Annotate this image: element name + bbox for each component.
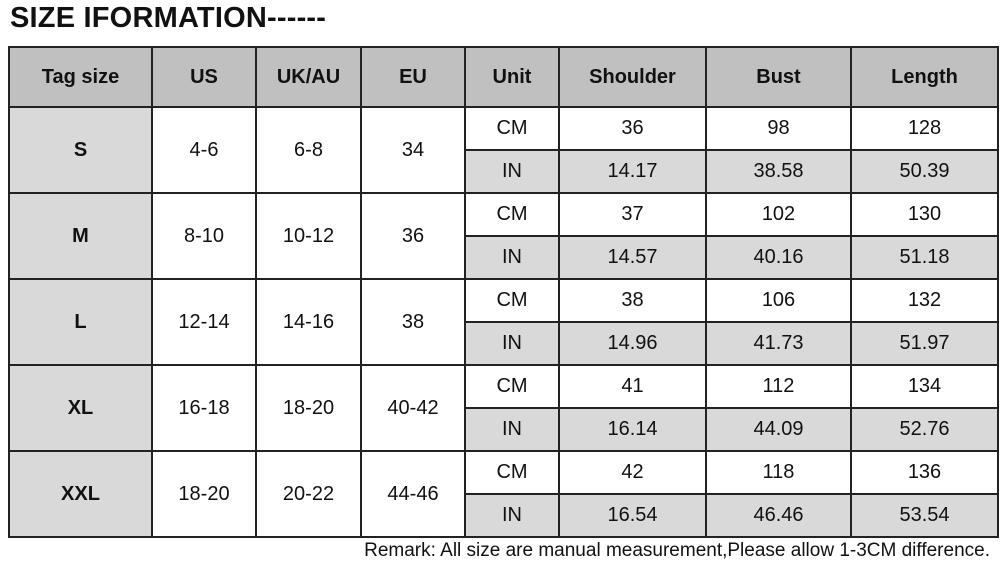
length-cell: 130 [850, 192, 999, 237]
column-header: Shoulder [558, 46, 707, 108]
column-header: Bust [705, 46, 852, 108]
uk-au-size-cell: 6-8 [255, 106, 362, 194]
table-row: M 8-10 10-12 36 CM 37 102 130 [8, 192, 999, 280]
length-cell: 51.97 [850, 321, 999, 366]
unit-cell: IN [464, 493, 560, 538]
eu-size-cell: 40-42 [360, 364, 466, 452]
bust-cell: 44.09 [705, 407, 852, 452]
eu-size-cell: 44-46 [360, 450, 466, 538]
table-row: IN 14.96 41.73 51.97 [9, 321, 999, 366]
column-header: Length [850, 46, 999, 108]
tag-size-cell: M [8, 192, 153, 280]
unit-cell: IN [464, 235, 560, 280]
us-size-cell: 18-20 [151, 450, 257, 538]
table-row: IN 16.54 46.46 53.54 [9, 493, 999, 538]
shoulder-cell: 42 [558, 450, 707, 495]
uk-au-size-cell: 10-12 [255, 192, 362, 280]
bust-cell: 112 [705, 364, 852, 409]
length-cell: 136 [850, 450, 999, 495]
tag-size-cell: S [8, 106, 153, 194]
tag-size-cell: XXL [8, 450, 153, 538]
eu-size-cell: 36 [360, 192, 466, 280]
unit-cell: IN [464, 321, 560, 366]
uk-au-size-cell: 14-16 [255, 278, 362, 366]
column-header: Tag size [8, 46, 153, 108]
us-size-cell: 16-18 [151, 364, 257, 452]
shoulder-cell: 16.14 [558, 407, 707, 452]
remark-note: Remark: All size are manual measurement,… [364, 540, 990, 561]
unit-cell: CM [464, 450, 560, 495]
length-cell: 134 [850, 364, 999, 409]
length-cell: 128 [850, 106, 999, 151]
us-size-cell: 12-14 [151, 278, 257, 366]
column-header: UK/AU [255, 46, 362, 108]
page-title: SIZE IFORMATION------ [10, 2, 327, 34]
shoulder-cell: 16.54 [558, 493, 707, 538]
shoulder-cell: 37 [558, 192, 707, 237]
unit-cell: CM [464, 106, 560, 151]
table-row: L 12-14 14-16 38 CM 38 106 132 [8, 278, 999, 366]
shoulder-cell: 41 [558, 364, 707, 409]
unit-cell: IN [464, 149, 560, 194]
table-row: S 4-6 6-8 34 CM 36 98 128 [8, 106, 999, 194]
unit-cell: IN [464, 407, 560, 452]
table-row: XL 16-18 18-20 40-42 CM 41 112 134 [8, 364, 999, 452]
unit-cell: CM [464, 278, 560, 323]
length-cell: 50.39 [850, 149, 999, 194]
column-header: Unit [464, 46, 560, 108]
eu-size-cell: 34 [360, 106, 466, 194]
table-row: IN 14.57 40.16 51.18 [9, 235, 999, 280]
length-cell: 132 [850, 278, 999, 323]
bust-cell: 118 [705, 450, 852, 495]
size-table: Tag size US UK/AU EU Unit Shoulder Bust Length … [8, 46, 999, 538]
shoulder-cell: 14.57 [558, 235, 707, 280]
tag-size-cell: XL [8, 364, 153, 452]
eu-size-cell: 38 [360, 278, 466, 366]
length-cell: 51.18 [850, 235, 999, 280]
table-row: IN 14.17 38.58 50.39 [9, 149, 999, 194]
shoulder-cell: 36 [558, 106, 707, 151]
column-header: EU [360, 46, 466, 108]
bust-cell: 40.16 [705, 235, 852, 280]
shoulder-cell: 14.17 [558, 149, 707, 194]
length-cell: 53.54 [850, 493, 999, 538]
unit-cell: CM [464, 192, 560, 237]
shoulder-cell: 14.96 [558, 321, 707, 366]
bust-cell: 38.58 [705, 149, 852, 194]
bust-cell: 41.73 [705, 321, 852, 366]
length-cell: 52.76 [850, 407, 999, 452]
uk-au-size-cell: 20-22 [255, 450, 362, 538]
bust-cell: 98 [705, 106, 852, 151]
us-size-cell: 8-10 [151, 192, 257, 280]
shoulder-cell: 38 [558, 278, 707, 323]
unit-cell: CM [464, 364, 560, 409]
header-row: Tag size US UK/AU EU Unit Shoulder Bust Length [8, 46, 999, 108]
uk-au-size-cell: 18-20 [255, 364, 362, 452]
bust-cell: 106 [705, 278, 852, 323]
bust-cell: 46.46 [705, 493, 852, 538]
column-header: US [151, 46, 257, 108]
table-row: IN 16.14 44.09 52.76 [9, 407, 999, 452]
us-size-cell: 4-6 [151, 106, 257, 194]
bust-cell: 102 [705, 192, 852, 237]
table-row: XXL 18-20 20-22 44-46 CM 42 118 136 [8, 450, 999, 538]
tag-size-cell: L [8, 278, 153, 366]
